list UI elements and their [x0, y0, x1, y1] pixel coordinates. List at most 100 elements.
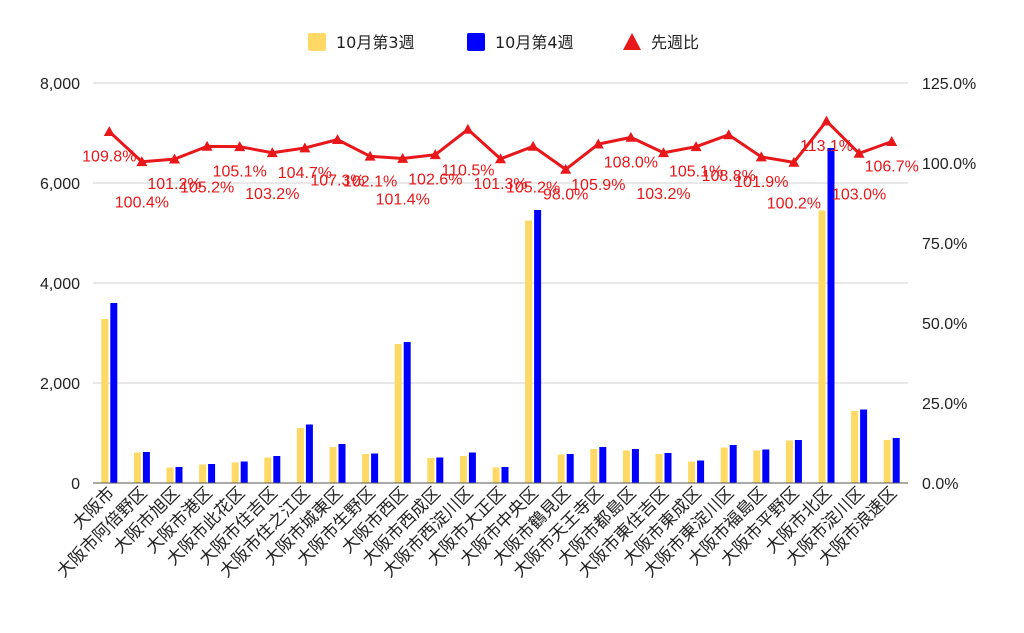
- bar-week3: [655, 454, 663, 483]
- right-tick-label: 25.0%: [922, 396, 967, 413]
- bar-week4: [762, 449, 770, 483]
- ratio-data-label: 101.9%: [734, 174, 788, 191]
- ratio-marker: [266, 147, 278, 158]
- ratio-marker: [299, 142, 311, 153]
- bar-week4: [240, 461, 248, 483]
- legend-label: 10月第4週: [495, 33, 574, 52]
- ratio-data-label: 107.3%: [310, 173, 364, 190]
- left-tick-label: 0: [71, 476, 80, 493]
- bar-week3: [296, 428, 304, 483]
- ratio-data-label: 108.0%: [604, 154, 658, 171]
- ratio-data-labels: 109.8%100.4%101.2%105.2%105.1%103.2%104.…: [82, 138, 919, 212]
- right-tick-label: 100.0%: [922, 156, 976, 173]
- legend: 10月第3週 10月第4週 先週比: [308, 33, 699, 52]
- ratio-marker: [397, 153, 409, 163]
- bar-week4: [110, 303, 118, 483]
- bar-week3: [329, 447, 337, 483]
- ratio-data-label: 110.5%: [441, 162, 494, 179]
- bar-week4: [468, 452, 476, 483]
- ratio-data-label: 105.1%: [213, 164, 267, 181]
- ratio-marker: [658, 147, 669, 158]
- bar-week4: [599, 447, 607, 483]
- legend-label: 先週比: [651, 33, 699, 52]
- ratio-data-label: 108.8%: [702, 168, 756, 185]
- ratio-marker: [560, 163, 572, 174]
- bar-week4: [631, 449, 639, 483]
- ratio-marker: [723, 129, 735, 140]
- bar-week4: [305, 424, 313, 483]
- bar-week3: [231, 462, 239, 483]
- bar-week4: [501, 467, 509, 483]
- gridlines: [93, 82, 908, 384]
- right-axis-ticks: 0.0% 25.0% 50.0% 75.0% 100.0% 125.0%: [922, 76, 976, 493]
- ratio-data-label: 102.6%: [408, 172, 462, 189]
- ratio-marker: [690, 141, 702, 152]
- legend-label: 10月第3週: [336, 33, 415, 52]
- bar-week4: [794, 440, 802, 483]
- right-tick-label: 125.0%: [922, 76, 976, 93]
- ratio-data-label: 103.2%: [245, 186, 299, 203]
- bar-week4: [273, 456, 281, 483]
- ratio-marker: [755, 151, 767, 162]
- ratio-data-label: 105.2%: [180, 179, 234, 196]
- left-axis-ticks: 0 2,000 4,000 6,000 8,000: [40, 76, 80, 493]
- bar-week4: [892, 438, 900, 483]
- bar-week3: [622, 450, 630, 483]
- ratio-data-label: 105.1%: [669, 164, 723, 181]
- bar-week4: [697, 460, 705, 483]
- ratio-data-label: 101.4%: [376, 192, 430, 209]
- ratio-marker: [136, 156, 148, 167]
- ratio-marker: [788, 156, 800, 167]
- bar-week3: [264, 457, 272, 483]
- ratio-marker: [527, 140, 539, 151]
- legend-swatch: [308, 33, 326, 51]
- category-labels: 大阪市大阪市阿倍野区大阪市旭区大阪市港区大阪市此花区大阪市住吉区大阪市住之江区大…: [53, 483, 901, 581]
- bar-week4: [664, 453, 672, 483]
- bar-week3: [753, 450, 761, 483]
- ratio-line: [103, 115, 898, 174]
- bar-week4: [566, 454, 574, 483]
- bar-week3: [492, 467, 500, 483]
- bar-week3: [851, 411, 859, 483]
- bar-week4: [860, 409, 868, 483]
- bar-week4: [142, 452, 150, 483]
- bar-week3: [590, 449, 598, 483]
- left-tick-label: 4,000: [40, 276, 80, 293]
- ratio-marker: [886, 136, 898, 146]
- legend-swatch: [467, 33, 485, 51]
- ratio-data-label: 113.1%: [800, 138, 853, 155]
- ratio-data-label: 101.2%: [147, 176, 201, 193]
- bar-week3: [199, 464, 207, 483]
- bar-week3: [362, 454, 370, 483]
- right-tick-label: 50.0%: [922, 316, 967, 333]
- bar-week3: [133, 452, 141, 483]
- ratio-marker: [592, 138, 604, 149]
- bar-week4: [729, 445, 737, 483]
- bar-week4: [436, 457, 444, 483]
- ratio-marker: [364, 150, 376, 161]
- ratio-marker: [103, 126, 115, 137]
- ratio-marker: [625, 131, 637, 142]
- left-tick-label: 8,000: [40, 76, 80, 93]
- bars: [101, 148, 900, 483]
- ratio-data-label: 101.3%: [473, 176, 527, 193]
- right-tick-label: 0.0%: [922, 476, 958, 493]
- bar-week4: [534, 210, 542, 483]
- ratio-marker: [495, 153, 506, 164]
- bar-week3: [101, 319, 109, 483]
- ratio-data-label: 105.2%: [506, 179, 560, 196]
- ratio-marker: [853, 147, 865, 158]
- ratio-data-label: 100.4%: [115, 195, 169, 212]
- bar-week3: [688, 461, 696, 483]
- ratio-marker: [429, 149, 441, 160]
- bar-week3: [459, 456, 467, 483]
- ratio-data-label: 105.9%: [571, 177, 625, 194]
- bar-week3: [394, 344, 402, 483]
- left-tick-label: 6,000: [40, 176, 80, 193]
- ratio-data-label: 103.2%: [636, 186, 690, 203]
- bar-week3: [818, 210, 826, 483]
- bar-week3: [427, 458, 435, 483]
- bar-week3: [166, 467, 174, 483]
- bar-week4: [371, 453, 379, 483]
